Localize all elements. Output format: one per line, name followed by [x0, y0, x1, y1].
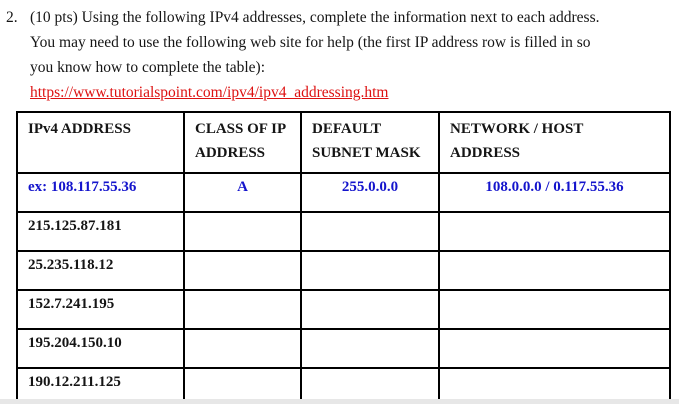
network-host-cell — [438, 328, 671, 369]
table-row: 25.235.118.12 — [16, 250, 671, 291]
table-row: 152.7.241.195 — [16, 289, 671, 330]
ip-cell: 190.12.211.125 — [16, 367, 185, 404]
ip-cell: 152.7.241.195 — [16, 289, 185, 330]
class-cell — [183, 328, 302, 369]
mask-cell — [300, 211, 440, 252]
mask-cell — [300, 289, 440, 330]
ip-cell: 195.204.150.10 — [16, 328, 185, 369]
example-class-cell: A — [183, 172, 302, 213]
example-mask-cell: 255.0.0.0 — [300, 172, 440, 213]
network-host-cell — [438, 211, 671, 252]
network-host-cell — [438, 367, 671, 404]
col-header-subnet-mask: DEFAULT SUBNET MASK — [300, 111, 440, 174]
table-row: 190.12.211.125 — [16, 367, 671, 404]
question-line-2: You may need to use the following web si… — [30, 34, 591, 51]
class-cell — [183, 289, 302, 330]
question-block: 2. (10 pts) Using the following IPv4 add… — [6, 5, 600, 105]
question-text: (10 pts) Using the following IPv4 addres… — [30, 5, 600, 105]
col-header-network-host: NETWORK / HOST ADDRESS — [438, 111, 671, 174]
ip-cell: 25.235.118.12 — [16, 250, 185, 291]
col-header-class: CLASS OF IP ADDRESS — [183, 111, 302, 174]
ipv4-table: IPv4 ADDRESS CLASS OF IP ADDRESS DEFAULT… — [16, 111, 671, 404]
example-row: ex: 108.117.55.36 A 255.0.0.0 108.0.0.0 … — [16, 172, 671, 213]
class-cell — [183, 367, 302, 404]
network-host-cell — [438, 289, 671, 330]
mask-cell — [300, 367, 440, 404]
col-header-ipv4-address: IPv4 ADDRESS — [16, 111, 185, 174]
example-ip-cell: ex: 108.117.55.36 — [16, 172, 185, 213]
question-line-1: (10 pts) Using the following IPv4 addres… — [30, 9, 600, 26]
mask-cell — [300, 250, 440, 291]
screenshot-bottom-edge — [0, 399, 679, 404]
example-network-host-cell: 108.0.0.0 / 0.117.55.36 — [438, 172, 671, 213]
class-cell — [183, 211, 302, 252]
help-link[interactable]: https://www.tutorialspoint.com/ipv4/ipv4… — [30, 84, 389, 101]
class-cell — [183, 250, 302, 291]
header-row: IPv4 ADDRESS CLASS OF IP ADDRESS DEFAULT… — [16, 111, 671, 174]
question-number: 2. — [6, 9, 18, 26]
question-line-3: you know how to complete the table): — [30, 59, 266, 76]
mask-cell — [300, 328, 440, 369]
table-row: 195.204.150.10 — [16, 328, 671, 369]
ip-cell: 215.125.87.181 — [16, 211, 185, 252]
network-host-cell — [438, 250, 671, 291]
table-row: 215.125.87.181 — [16, 211, 671, 252]
